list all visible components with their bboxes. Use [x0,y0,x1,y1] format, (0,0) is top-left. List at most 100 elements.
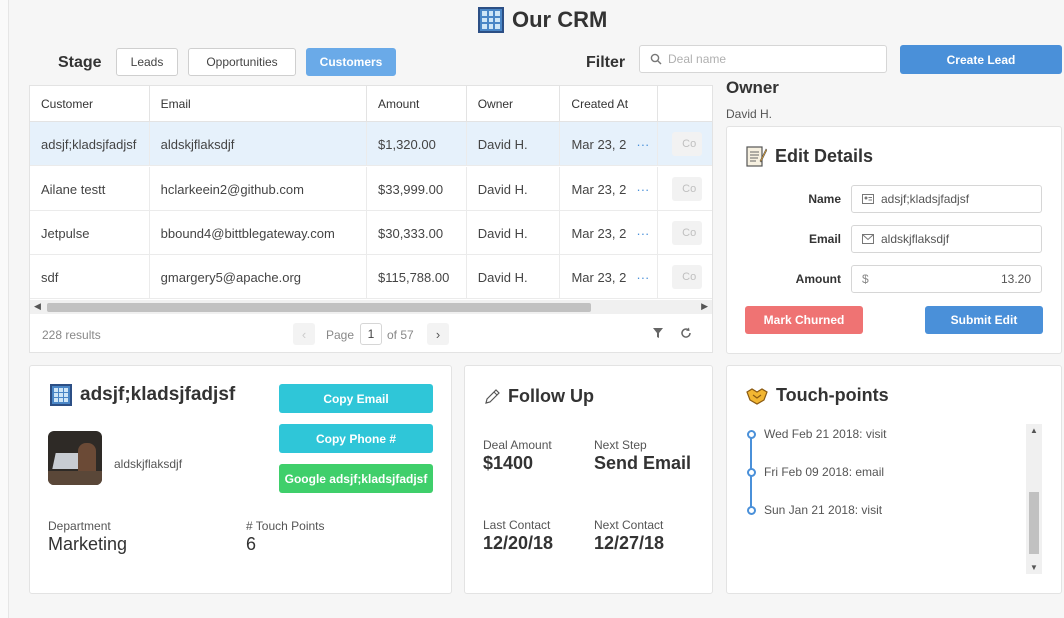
scroll-down-icon[interactable]: ▼ [1030,563,1038,572]
next-contact-label: Next Contact [594,518,664,532]
prev-page-button[interactable]: ‹ [293,323,315,345]
owner-heading: Owner [726,78,779,97]
table-row[interactable]: sdf gmargery5@apache.org $115,788.00 Dav… [30,255,712,299]
left-edge-panel [0,0,9,618]
filter-icon[interactable] [652,327,664,339]
stage-tab-customers[interactable]: Customers [306,48,396,76]
cell-customer: Jetpulse [30,211,150,255]
copy-phone-button[interactable]: Copy Phone # [279,424,433,453]
cell-owner: David H. [467,167,561,211]
copy-email-button[interactable]: Copy Email [279,384,433,413]
column-header-customer[interactable]: Customer [30,86,150,122]
building-icon [478,7,504,33]
amount-field[interactable]: $ 13.20 [851,265,1042,293]
scrollbar-thumb[interactable] [47,303,591,312]
more-icon[interactable]: ··· [636,181,650,197]
scroll-left-icon[interactable]: ◀ [34,301,41,311]
deal-amount-label: Deal Amount [483,438,552,452]
follow-up-header: Follow Up [484,386,594,407]
id-card-icon [862,194,874,204]
submit-edit-button[interactable]: Submit Edit [925,306,1043,334]
pen-icon [485,388,500,404]
stage-tab-opportunities[interactable]: Opportunities [188,48,296,76]
building-icon [50,384,72,406]
app-title: Our CRM [512,7,608,32]
cell-created-text: Mar 23, 2 [571,181,627,197]
cell-amount: $1,320.00 [367,122,467,166]
cell-customer: Ailane testt [30,167,150,211]
name-value: adsjf;kladsjfadjsf [881,192,970,206]
cell-amount: $30,333.00 [367,211,467,255]
touch-point-text: Fri Feb 09 2018: email [764,465,885,479]
column-header-owner[interactable]: Owner [467,86,561,122]
column-header-created-at[interactable]: Created At [560,86,659,122]
cell-created-text: Mar 23, 2 [571,225,627,241]
touch-point-item: Sun Jan 21 2018: visit [747,503,882,517]
deal-amount-value: $1400 [483,453,534,473]
customer-subtitle: aldskjflaksdjf [114,457,183,471]
name-field[interactable]: adsjf;kladsjfadjsf [851,185,1042,213]
filter-label: Filter [586,54,626,71]
stage-tab-leads[interactable]: Leads [116,48,178,76]
row-action-button[interactable]: Co [672,265,703,289]
cell-created: Mar 23, 2 ··· [560,122,659,166]
name-label: Name [808,192,841,206]
row-action-button[interactable]: Co [672,177,703,201]
cell-amount: $115,788.00 [367,255,467,299]
stage-label: Stage [58,54,102,71]
touch-point-item: Fri Feb 09 2018: email [747,465,884,479]
cell-email: gmargery5@apache.org [150,255,367,299]
cell-created: Mar 23, 2 ··· [560,211,659,255]
refresh-icon[interactable] [680,327,692,339]
table-row[interactable]: adsjf;kladsjfadjsf aldskjflaksdjf $1,320… [30,122,712,166]
column-header-actions [658,86,712,122]
mark-churned-button[interactable]: Mark Churned [745,306,863,334]
dollar-prefix: $ [862,272,869,286]
table-row[interactable]: Jetpulse bbound4@bittblegateway.com $30,… [30,211,712,255]
row-action-button[interactable]: Co [672,132,703,156]
search-icon [650,53,662,65]
more-icon[interactable]: ··· [636,269,650,285]
google-search-button[interactable]: Google adsjf;kladsjfadjsf [279,464,433,493]
scroll-right-icon[interactable]: ▶ [701,301,708,311]
cell-amount: $33,999.00 [367,167,467,211]
scroll-up-icon[interactable]: ▲ [1030,426,1038,435]
vertical-scrollbar[interactable]: ▲ ▼ [1026,424,1042,574]
row-action-button[interactable]: Co [672,221,703,245]
follow-up-card: Follow Up Deal Amount $1400 Next Step Se… [464,365,713,594]
touch-points-value: 6 [246,534,257,554]
customer-detail-header: adsjf;kladsjfadjsf [50,384,235,406]
results-count: 228 results [42,328,101,342]
column-header-email[interactable]: Email [150,86,367,122]
page-number-input[interactable]: 1 [360,323,382,345]
cell-action: Co [658,255,712,299]
column-header-amount[interactable]: Amount [367,86,467,122]
deal-search-input[interactable]: Deal name [639,45,887,73]
table-row[interactable]: Ailane testt hclarkeein2@github.com $33,… [30,167,712,211]
department-label: Department [48,519,111,533]
horizontal-scrollbar[interactable]: ◀ ▶ [30,300,712,314]
more-icon[interactable]: ··· [636,136,650,152]
cell-created-text: Mar 23, 2 [571,136,627,152]
cell-action: Co [658,211,712,255]
cell-owner: David H. [467,211,561,255]
next-contact-value: 12/27/18 [594,533,665,553]
search-placeholder: Deal name [668,52,727,66]
cell-email: aldskjflaksdjf [150,122,367,166]
create-lead-button[interactable]: Create Lead [900,45,1062,74]
more-icon[interactable]: ··· [636,225,650,241]
customers-table: Customer Email Amount Owner Created At a… [29,85,713,353]
amount-label: Amount [795,272,841,286]
email-field[interactable]: aldskjflaksdjf [851,225,1042,253]
handshake-icon [746,387,768,405]
next-step-value: Send Email [594,453,692,473]
last-contact-value: 12/20/18 [483,533,554,553]
edit-details-panel: Edit Details Name adsjf;kladsjfadjsf Ema… [726,126,1062,354]
timeline-dot [747,467,756,477]
touch-point-text: Wed Feb 21 2018: visit [764,427,887,441]
scrollbar-thumb[interactable] [1029,492,1039,554]
next-page-button[interactable]: › [427,323,449,345]
touch-point-item: Wed Feb 21 2018: visit [747,427,887,441]
touch-point-text: Sun Jan 21 2018: visit [764,503,883,517]
touch-points-header: Touch-points [746,385,889,406]
